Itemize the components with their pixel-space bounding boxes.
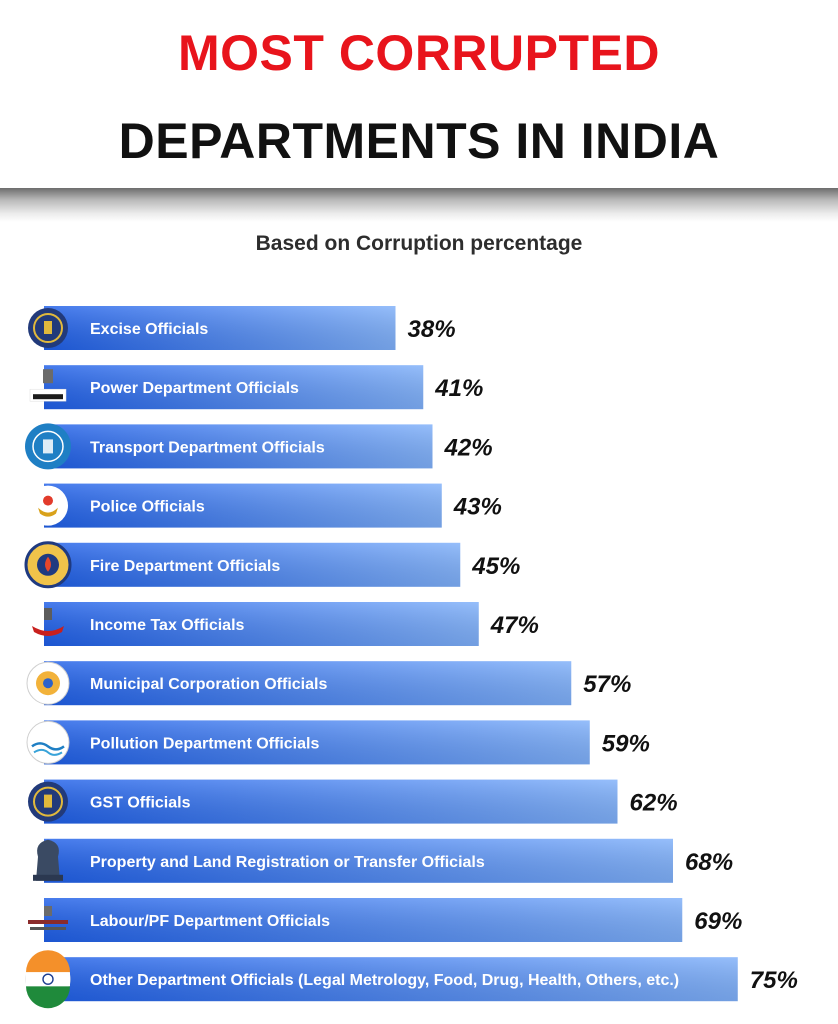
bar-shade bbox=[44, 838, 673, 883]
labour-ministry-logo-icon bbox=[28, 906, 68, 930]
header: MOST CORRUPTED DEPARTMENTS IN INDIA bbox=[0, 0, 838, 190]
bar-value-label: 38% bbox=[408, 316, 456, 343]
chart-subtitle: Based on Corruption percentage bbox=[255, 232, 583, 255]
bar-shade bbox=[44, 720, 590, 765]
police-badge-icon bbox=[28, 485, 68, 526]
bar-category-label: Power Department Officials bbox=[90, 380, 299, 397]
bar-value-label: 41% bbox=[434, 375, 483, 402]
emblem-seal-icon bbox=[28, 308, 68, 348]
bar-value-label: 57% bbox=[583, 671, 631, 698]
bar-category-label: Fire Department Officials bbox=[90, 558, 280, 575]
bar-shade bbox=[44, 898, 683, 942]
india-flag-icon bbox=[25, 950, 71, 1009]
bar-value-label: 62% bbox=[630, 790, 678, 817]
bar-shade bbox=[44, 957, 738, 1002]
bar-row: Police Officials 43% bbox=[28, 483, 502, 528]
bar-category-label: GST Officials bbox=[90, 795, 191, 812]
title-line-2: DEPARTMENTS IN INDIA bbox=[118, 113, 720, 169]
header-divider bbox=[0, 188, 838, 222]
bar-value-label: 47% bbox=[490, 612, 539, 639]
bar-value-label: 42% bbox=[444, 434, 493, 461]
bar-row: Power Department Officials 41% bbox=[29, 365, 483, 410]
bar-row: Municipal Corporation Officials 57% bbox=[26, 661, 631, 706]
bar-row: Pollution Department Officials 59% bbox=[26, 720, 650, 765]
bar-category-label: Transport Department Officials bbox=[90, 439, 325, 456]
bar-category-label: Pollution Department Officials bbox=[90, 735, 319, 752]
bar-value-label: 68% bbox=[685, 849, 733, 876]
bar-shade bbox=[44, 542, 461, 587]
bar-row: Other Department Officials (Legal Metrol… bbox=[25, 950, 798, 1009]
bar-row: Property and Land Registration or Transf… bbox=[33, 838, 733, 883]
bar-category-label: Excise Officials bbox=[90, 321, 208, 338]
bar-category-label: Income Tax Officials bbox=[90, 617, 245, 634]
bar-category-label: Labour/PF Department Officials bbox=[90, 913, 330, 930]
bar-value-label: 75% bbox=[750, 967, 798, 994]
bar-shade bbox=[44, 779, 618, 824]
bar-shade bbox=[44, 365, 424, 410]
bar-value-label: 69% bbox=[694, 908, 742, 935]
bar-category-label: Other Department Officials (Legal Metrol… bbox=[90, 972, 679, 989]
transport-seal-icon bbox=[25, 423, 71, 470]
gst-seal-icon bbox=[28, 781, 68, 822]
bar-shade bbox=[44, 306, 396, 350]
bar-shade bbox=[44, 602, 479, 646]
bar-row: Income Tax Officials 47% bbox=[32, 602, 539, 646]
bar-shade bbox=[44, 661, 572, 706]
ministry-of-power-logo-icon bbox=[29, 369, 67, 402]
title-line-1: MOST CORRUPTED bbox=[178, 25, 660, 81]
bar-chart: Excise Officials 38% Power Department Offi… bbox=[24, 306, 798, 1009]
bar-shade bbox=[44, 424, 433, 469]
bar-row: Labour/PF Department Officials 69% bbox=[28, 898, 742, 942]
bar-value-label: 43% bbox=[453, 494, 502, 521]
income-tax-logo-icon bbox=[32, 608, 64, 636]
ashoka-lion-capital-icon bbox=[33, 839, 63, 881]
bar-shade bbox=[44, 483, 442, 528]
pollution-board-logo-icon bbox=[26, 720, 70, 764]
bar-category-label: Police Officials bbox=[90, 499, 205, 516]
bar-category-label: Municipal Corporation Officials bbox=[90, 676, 327, 693]
municipal-corporation-seal-icon bbox=[26, 661, 70, 705]
bar-value-label: 59% bbox=[602, 730, 650, 757]
bar-category-label: Property and Land Registration or Transf… bbox=[90, 854, 485, 871]
bar-row: GST Officials 62% bbox=[28, 779, 678, 824]
bar-row: Excise Officials 38% bbox=[28, 306, 456, 350]
bar-row: Fire Department Officials 45% bbox=[24, 541, 520, 589]
bar-row: Transport Department Officials 42% bbox=[25, 423, 493, 470]
bar-value-label: 45% bbox=[471, 553, 520, 580]
fire-service-seal-icon bbox=[24, 541, 72, 589]
